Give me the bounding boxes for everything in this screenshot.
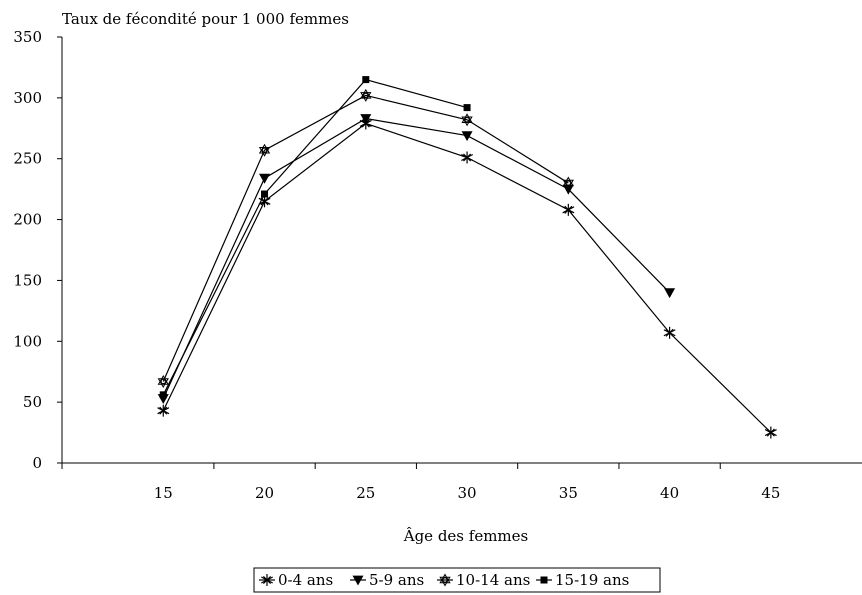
data-point (562, 176, 574, 190)
y-tick-label: 350 (13, 28, 42, 46)
series-line-1 (162, 117, 671, 399)
y-tick-label: 100 (13, 332, 42, 350)
legend-marker (261, 574, 273, 586)
y-tick-label: 250 (13, 150, 42, 168)
y-tick-label: 150 (13, 271, 42, 289)
x-tick-label: 20 (255, 484, 274, 502)
data-point (562, 203, 575, 216)
data-point (562, 184, 574, 195)
legend-item: 5-9 ans (350, 571, 424, 589)
legend-box (253, 567, 661, 593)
x-tick-label: 35 (559, 484, 578, 502)
legend-label: 10-14 ans (456, 571, 530, 589)
data-point (463, 104, 471, 112)
legend-marker (540, 576, 548, 584)
x-axis-title: Âge des femmes (403, 527, 528, 545)
x-tick-label: 30 (458, 484, 477, 502)
data-point (461, 113, 473, 127)
data-point (664, 288, 676, 299)
x-tick-label: 40 (660, 484, 679, 502)
legend: 0-4 ans 5-9 ans 10-14 ans 15-19 ans (253, 567, 661, 593)
data-point (157, 374, 169, 388)
data-point (362, 76, 370, 84)
y-tick-label: 50 (23, 393, 42, 411)
data-point (259, 173, 271, 184)
legend-item: 0-4 ans (259, 571, 333, 589)
data-point (461, 151, 474, 164)
data-point (261, 190, 269, 198)
data-point (258, 195, 271, 208)
data-point (663, 326, 676, 339)
y-axis-title: Taux de fécondité pour 1 000 femmes (62, 10, 349, 28)
axes: 0 50 100 150 200 250 300 350 15 20 25 30 35 40 45 (13, 28, 862, 502)
legend-item: 15-19 ans (536, 571, 629, 589)
data-point (461, 131, 473, 142)
x-tick-label: 45 (761, 484, 780, 502)
data-point (258, 143, 271, 157)
series-line-3 (162, 78, 468, 396)
x-tick-label: 25 (356, 484, 375, 502)
data-point (360, 114, 372, 125)
series-line-2 (162, 94, 569, 382)
legend-label: 5-9 ans (369, 571, 424, 589)
series-line-0 (162, 122, 772, 433)
legend-label: 15-19 ans (555, 571, 629, 589)
data-point (159, 391, 167, 399)
data-point (360, 88, 372, 102)
series-markers (157, 76, 777, 439)
y-tick-label: 0 (32, 454, 42, 472)
legend-marker (352, 575, 364, 586)
legend-marker (439, 573, 451, 587)
data-point (157, 404, 170, 417)
y-tick-label: 300 (13, 89, 42, 107)
y-tick-label: 200 (13, 211, 42, 229)
legend-item: 10-14 ans (437, 571, 530, 589)
legend-label: 0-4 ans (278, 571, 333, 589)
data-point (764, 426, 777, 439)
x-tick-label: 15 (154, 484, 173, 502)
